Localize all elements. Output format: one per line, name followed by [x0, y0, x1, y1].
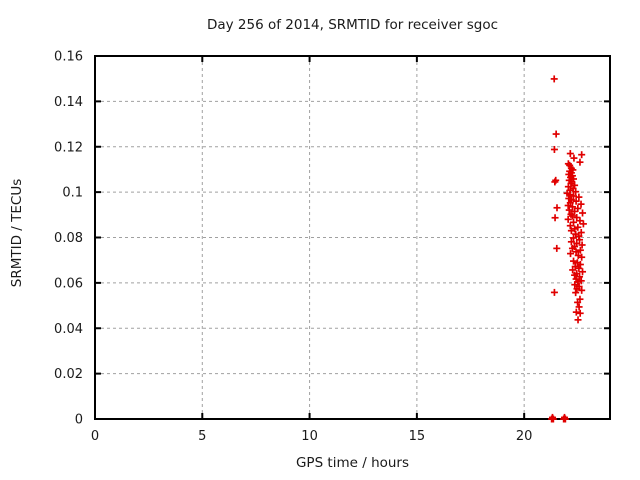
axis-ticks — [94, 55, 610, 420]
y-axis-title: SRMTID / TECUs — [9, 178, 25, 288]
x-axis-title: GPS time / hours — [295, 455, 410, 471]
svg-text:10: 10 — [301, 429, 318, 444]
svg-text:15: 15 — [409, 429, 426, 444]
svg-text:0.08: 0.08 — [54, 231, 83, 246]
svg-text:0.1: 0.1 — [62, 186, 83, 201]
svg-text:0.14: 0.14 — [54, 95, 83, 110]
chart-title: Day 256 of 2014, SRMTID for receiver sgo… — [206, 17, 499, 33]
svg-text:0: 0 — [91, 429, 99, 444]
grid-lines — [95, 56, 610, 419]
svg-text:0.12: 0.12 — [54, 140, 83, 155]
plot-border — [94, 55, 611, 420]
svg-text:0: 0 — [75, 413, 83, 428]
svg-text:0.06: 0.06 — [54, 276, 83, 291]
data-points — [548, 75, 587, 423]
svg-text:5: 5 — [198, 429, 206, 444]
svg-text:20: 20 — [516, 429, 533, 444]
y-tick-labels: 0 0.02 0.04 0.06 0.08 0.1 0.12 0.14 0.16 — [54, 50, 83, 428]
x-tick-labels: 0 5 10 15 20 — [91, 429, 533, 444]
svg-text:0.02: 0.02 — [54, 367, 83, 382]
svg-text:0.04: 0.04 — [54, 322, 83, 337]
svg-text:0.16: 0.16 — [54, 50, 83, 65]
